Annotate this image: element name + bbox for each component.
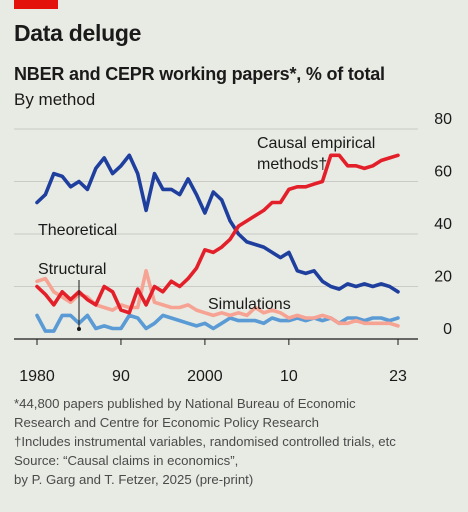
- x-tick-label: 90: [112, 368, 130, 385]
- x-tick-label: 2000: [187, 368, 223, 385]
- causal-label-line2: methods†: [257, 156, 327, 173]
- x-tick-label: 1980: [19, 368, 55, 385]
- x-tick-label: 10: [280, 368, 298, 385]
- y-tick-label: 80: [434, 111, 452, 128]
- footnote-1: *44,800 papers published by National Bur…: [14, 396, 356, 411]
- causal-label-line1: Causal empirical: [257, 135, 375, 152]
- structural-label: Structural: [38, 261, 106, 278]
- theoretical-series-line: [35, 153, 400, 294]
- footnote-3: †Includes instrumental variables, random…: [14, 434, 396, 449]
- theoretical-label: Theoretical: [38, 222, 117, 239]
- chart-subtitle: NBER and CEPR working papers*, % of tota…: [14, 64, 385, 84]
- x-axis-tick-labels: 1980 90 2000 10 23: [19, 339, 407, 385]
- brand-red-bar: [14, 0, 58, 9]
- x-tick-label: 23: [389, 368, 407, 385]
- chart-subsubtitle: By method: [14, 90, 96, 109]
- y-tick-label: 20: [434, 269, 452, 286]
- footnotes: *44,800 papers published by National Bur…: [14, 394, 464, 489]
- y-tick-label: 0: [443, 321, 452, 338]
- footnote-5: by P. Garg and T. Fetzer, 2025 (pre-prin…: [14, 472, 254, 487]
- chart-title: Data deluge: [14, 20, 142, 46]
- structural-leader-dot: [77, 327, 81, 331]
- series-labels: Causal empirical methods† Theoretical St…: [38, 135, 375, 331]
- y-tick-label: 40: [434, 216, 452, 233]
- y-axis-tick-labels: 0 20 40 60 80: [434, 111, 452, 338]
- causal-series-line: [35, 153, 400, 315]
- y-tick-label: 60: [434, 164, 452, 181]
- footnote-4: Source: “Causal claims in economics”,: [14, 453, 239, 468]
- series-lines: [35, 153, 400, 333]
- footnote-2: Research and Centre for Economic Policy …: [14, 415, 319, 430]
- simulations-label: Simulations: [208, 296, 291, 313]
